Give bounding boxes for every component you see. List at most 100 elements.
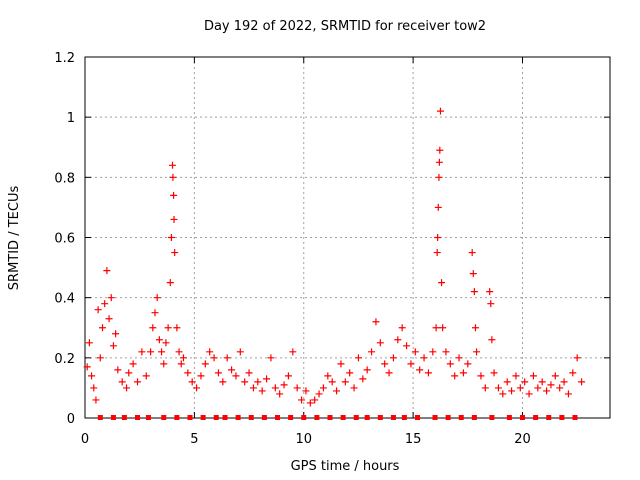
- data-point: [346, 369, 354, 377]
- data-point: [153, 294, 161, 302]
- y-axis-label: SRMTID / TECUs: [7, 186, 22, 291]
- baseline-marker: [161, 415, 167, 420]
- data-point: [170, 215, 178, 223]
- data-point: [368, 348, 376, 356]
- data-point: [134, 378, 141, 386]
- data-point: [258, 387, 266, 395]
- data-point: [442, 348, 450, 356]
- baseline-marker: [489, 415, 495, 420]
- data-point: [451, 372, 459, 380]
- baseline-marker: [471, 415, 477, 420]
- data-point: [169, 161, 176, 169]
- data-point: [499, 390, 507, 398]
- data-point: [516, 384, 524, 392]
- data-point: [151, 309, 159, 317]
- data-point: [92, 396, 100, 404]
- data-point: [424, 369, 432, 377]
- data-point: [508, 387, 516, 395]
- data-point: [306, 399, 314, 407]
- data-point: [420, 354, 428, 362]
- data-point: [85, 339, 93, 347]
- data-point: [469, 270, 477, 278]
- x-tick-label: 0: [81, 432, 89, 447]
- data-point: [107, 294, 115, 302]
- data-point: [188, 378, 196, 386]
- baseline-marker: [110, 415, 116, 420]
- data-point: [436, 146, 444, 154]
- data-point: [547, 381, 555, 389]
- baseline-marker: [174, 415, 180, 420]
- data-point: [293, 384, 301, 392]
- data-point: [280, 381, 288, 389]
- baseline-marker: [364, 415, 370, 420]
- data-point: [319, 384, 327, 392]
- data-point: [407, 360, 415, 368]
- data-point: [142, 372, 150, 380]
- data-point: [337, 360, 345, 368]
- baseline-marker: [301, 415, 307, 420]
- data-point: [529, 372, 537, 380]
- baseline-marker: [415, 415, 420, 420]
- data-point: [302, 387, 310, 395]
- data-point: [129, 360, 137, 368]
- data-point: [372, 318, 380, 326]
- data-point: [197, 372, 205, 380]
- data-point: [125, 369, 133, 377]
- x-tick-label: 5: [190, 432, 198, 447]
- data-point: [114, 366, 122, 374]
- data-point: [170, 191, 178, 199]
- data-point: [123, 384, 131, 392]
- baseline-marker: [235, 415, 241, 420]
- data-point: [241, 378, 249, 386]
- data-point: [468, 249, 476, 257]
- data-point: [435, 158, 443, 166]
- data-point: [175, 348, 183, 356]
- data-point: [164, 324, 172, 332]
- data-point: [289, 348, 297, 356]
- baseline-marker: [97, 415, 103, 420]
- baseline-marker: [314, 415, 320, 420]
- data-point: [236, 348, 244, 356]
- data-point: [284, 372, 292, 380]
- data-point: [245, 369, 253, 377]
- data-point: [438, 279, 446, 287]
- data-point: [573, 354, 581, 362]
- baseline-marker: [506, 415, 512, 420]
- data-point: [267, 354, 275, 362]
- data-point: [363, 366, 371, 374]
- data-point: [578, 378, 586, 386]
- data-point: [473, 348, 481, 356]
- data-point: [177, 360, 185, 368]
- baseline-marker: [213, 415, 219, 420]
- data-point: [112, 330, 120, 338]
- data-point: [521, 378, 529, 386]
- baseline-marker: [261, 415, 267, 420]
- data-point: [434, 234, 442, 241]
- data-point: [464, 360, 472, 368]
- data-point: [103, 267, 111, 275]
- x-axis-label: GPS time / hours: [291, 459, 400, 474]
- baseline-marker: [390, 415, 396, 420]
- data-point: [487, 300, 495, 308]
- data-point: [169, 173, 177, 181]
- data-point: [184, 369, 192, 377]
- data-point: [101, 300, 109, 308]
- baseline-marker: [572, 415, 578, 420]
- y-tick-label: 1.2: [54, 51, 75, 66]
- baseline-marker: [340, 415, 346, 420]
- data-point: [494, 384, 502, 392]
- data-point: [432, 324, 440, 332]
- baseline-marker: [445, 415, 451, 420]
- baseline-marker: [200, 415, 206, 420]
- data-point: [328, 378, 336, 386]
- data-point: [470, 288, 478, 296]
- axis-ticks: 0 0.2 0.4 0.6 0.8 1 1.2 0 5 10 15 20: [54, 51, 610, 447]
- y-tick-label: 0: [67, 412, 75, 427]
- data-point: [118, 378, 126, 386]
- data-point: [459, 369, 467, 377]
- data-point: [249, 384, 257, 392]
- baseline-marker: [288, 415, 294, 420]
- data-point: [477, 372, 485, 380]
- data-point: [359, 375, 367, 383]
- data-point: [381, 360, 389, 368]
